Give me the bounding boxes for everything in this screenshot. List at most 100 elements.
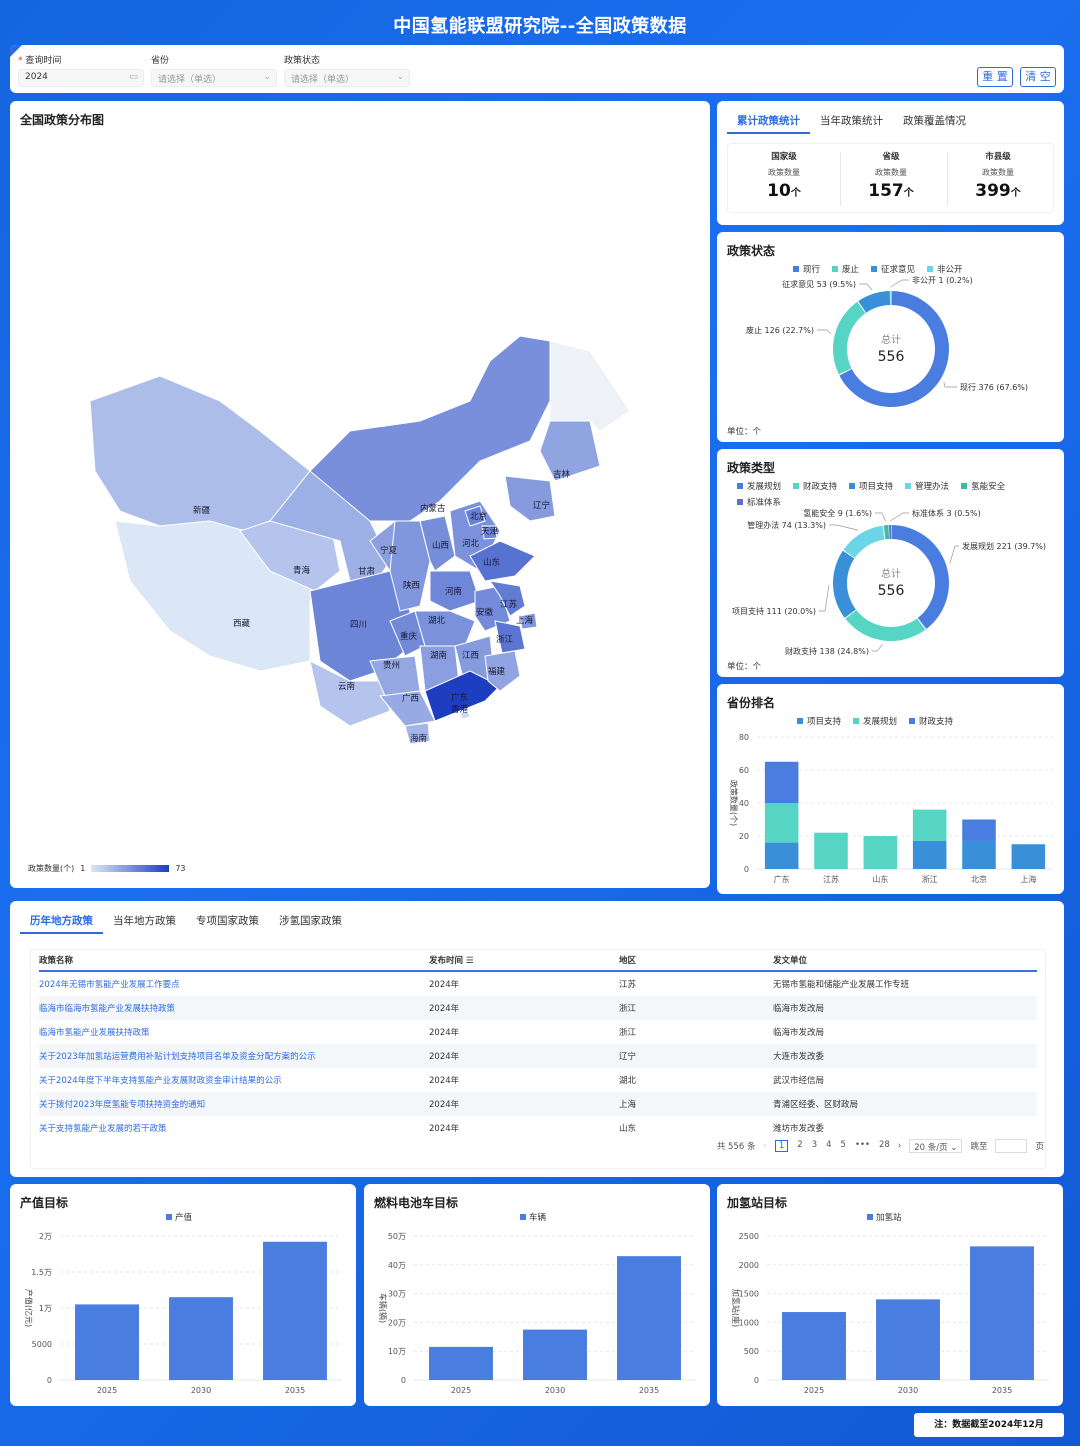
- map-province[interactable]: [519, 612, 538, 630]
- type-legend-item[interactable]: 氢能安全: [961, 480, 1005, 492]
- bar[interactable]: [863, 836, 898, 869]
- page-size-select[interactable]: 20 条/页 ⌄: [909, 1139, 963, 1153]
- map-province[interactable]: [539, 420, 601, 482]
- map-province[interactable]: [414, 610, 476, 647]
- type-legend-item[interactable]: 发展规划: [737, 480, 781, 492]
- policy-name-link[interactable]: 2024年无锡市氢能产业发展工作要点: [39, 980, 180, 990]
- donut-slice[interactable]: [833, 550, 856, 618]
- rank-legend-item[interactable]: 项目支持: [797, 715, 841, 727]
- status-select[interactable]: 请选择（单选） ⌄: [284, 69, 410, 87]
- type-legend-item[interactable]: 财政支持: [793, 480, 837, 492]
- bar[interactable]: [912, 809, 947, 841]
- donut-slice[interactable]: [843, 525, 885, 558]
- status-legend-item[interactable]: 废止: [832, 263, 859, 275]
- status-legend-item[interactable]: 现行: [793, 263, 820, 275]
- tab-special-national[interactable]: 专项国家政策: [196, 915, 259, 927]
- bar[interactable]: [764, 761, 799, 803]
- status-legend-item[interactable]: 非公开: [927, 263, 963, 275]
- page-number[interactable]: 2: [797, 1140, 803, 1150]
- type-legend-item[interactable]: 标准体系: [737, 496, 781, 508]
- sort-icon[interactable]: ☰: [465, 956, 474, 966]
- query-time-input[interactable]: 2024 ▭: [18, 69, 144, 87]
- donut-slice[interactable]: [858, 291, 891, 313]
- bar[interactable]: [523, 1329, 587, 1380]
- map-province[interactable]: [429, 570, 481, 612]
- table-row[interactable]: 临海市临海市氢能产业发展扶持政策 2024年 浙江 临海市发改局: [39, 996, 1037, 1020]
- tab-coverage[interactable]: 政策覆盖情况: [903, 115, 966, 127]
- bar[interactable]: [970, 1246, 1034, 1380]
- prev-page-icon[interactable]: ‹: [763, 1141, 767, 1151]
- province-select[interactable]: 请选择（单选） ⌄: [151, 69, 277, 87]
- bar[interactable]: [617, 1256, 681, 1380]
- bar[interactable]: [782, 1312, 846, 1380]
- donut-slice[interactable]: [891, 525, 949, 630]
- map-province[interactable]: [488, 580, 526, 617]
- table-row[interactable]: 关于支持氢能产业发展的若干政策 2024年 山东 潍坊市发改委: [39, 1116, 1037, 1140]
- bar[interactable]: [263, 1241, 327, 1380]
- table-row[interactable]: 2024年无锡市氢能产业发展工作要点 2024年 江苏 无锡市氢能和储能产业发展工作专…: [39, 972, 1037, 996]
- table-row[interactable]: 临海市氢能产业发展扶持政策 2024年 浙江 临海市发改局: [39, 1020, 1037, 1044]
- map-province[interactable]: [309, 660, 391, 727]
- map-province[interactable]: [464, 505, 486, 527]
- map-province[interactable]: [504, 475, 556, 522]
- tab-current-year[interactable]: 当年政策统计: [820, 115, 883, 127]
- donut-slice[interactable]: [845, 610, 926, 641]
- status-legend-item[interactable]: 征求意见: [871, 263, 915, 275]
- bar[interactable]: [962, 840, 996, 869]
- map-province[interactable]: [469, 540, 536, 582]
- clear-button[interactable]: 清 空: [1020, 67, 1056, 87]
- bar[interactable]: [169, 1297, 233, 1380]
- page-number[interactable]: 1: [774, 1140, 789, 1152]
- donut-slice[interactable]: [890, 291, 891, 306]
- page-number[interactable]: 3: [811, 1140, 818, 1150]
- map-province[interactable]: [484, 650, 521, 692]
- donut-slice[interactable]: [833, 301, 866, 375]
- tab-hydrogen-national[interactable]: 涉氢国家政策: [279, 915, 342, 927]
- page-number[interactable]: 5: [840, 1140, 846, 1150]
- bar[interactable]: [1011, 844, 1046, 869]
- table-row[interactable]: 关于2023年加氢站运营费用补贴计划支持项目名单及资金分配方案的公示 2024年 辽…: [39, 1044, 1037, 1068]
- tab-current-local[interactable]: 当年地方政策: [113, 915, 176, 927]
- bar[interactable]: [75, 1304, 139, 1380]
- donut-slice[interactable]: [883, 525, 890, 540]
- policy-name-link[interactable]: 关于拨付2023年度氢能专项扶持资金的通知: [39, 1100, 206, 1110]
- donut-slice[interactable]: [889, 525, 891, 540]
- policy-name-link[interactable]: 临海市临海市氢能产业发展扶持政策: [39, 1004, 176, 1014]
- table-row[interactable]: 关于拨付2023年度氢能专项扶持资金的通知 2024年 上海 青浦区经委、区财政局: [39, 1092, 1037, 1116]
- map-province[interactable]: [481, 525, 498, 540]
- tab-cumulative[interactable]: 累计政策统计: [727, 109, 810, 134]
- col-date[interactable]: 发布时间 ☰: [429, 956, 474, 966]
- map-province[interactable]: [494, 620, 526, 654]
- reset-button[interactable]: 重 置: [977, 67, 1013, 87]
- policy-name-link[interactable]: 关于2024年度下半年支持氢能产业发展财政资金审计结果的公示: [39, 1076, 282, 1086]
- rank-legend-item[interactable]: 发展规划: [853, 715, 897, 727]
- policy-issuer: 潍坊市发改委: [773, 1124, 825, 1134]
- bar[interactable]: [962, 819, 996, 841]
- map-province[interactable]: [404, 722, 431, 745]
- map-province[interactable]: [419, 515, 456, 572]
- type-legend-item[interactable]: 管理办法: [905, 480, 949, 492]
- bar[interactable]: [764, 803, 799, 843]
- bar[interactable]: [429, 1346, 493, 1380]
- page-number[interactable]: 4: [826, 1140, 832, 1150]
- map-province[interactable]: [459, 710, 471, 720]
- bar[interactable]: [876, 1299, 940, 1380]
- policy-name-link[interactable]: 关于2023年加氢站运营费用补贴计划支持项目名单及资金分配方案的公示: [39, 1052, 316, 1062]
- rank-legend-item[interactable]: 财政支持: [909, 715, 953, 727]
- policy-name-link[interactable]: 关于支持氢能产业发展的若干政策: [39, 1124, 167, 1134]
- tab-historic-local[interactable]: 历年地方政策: [20, 909, 103, 934]
- policy-date: 2024年: [429, 980, 460, 990]
- map-province[interactable]: [309, 335, 551, 522]
- bar[interactable]: [814, 832, 848, 869]
- type-legend-item[interactable]: 项目支持: [849, 480, 893, 492]
- map-province[interactable]: [424, 670, 501, 722]
- bar[interactable]: [912, 840, 947, 869]
- policy-name-link[interactable]: 临海市氢能产业发展扶持政策: [39, 1028, 150, 1038]
- table-row[interactable]: 关于2024年度下半年支持氢能产业发展财政资金审计结果的公示 2024年 湖北 武汉市…: [39, 1068, 1037, 1092]
- page-number[interactable]: 28: [879, 1140, 890, 1150]
- next-page-icon[interactable]: ›: [897, 1141, 902, 1151]
- jump-input[interactable]: [995, 1139, 1028, 1153]
- bar[interactable]: [764, 842, 799, 869]
- page-number[interactable]: •••: [854, 1140, 871, 1150]
- stats-panel: 累计政策统计 当年政策统计 政策覆盖情况 国家级 政策数量 10个 省级 政策数…: [717, 101, 1064, 225]
